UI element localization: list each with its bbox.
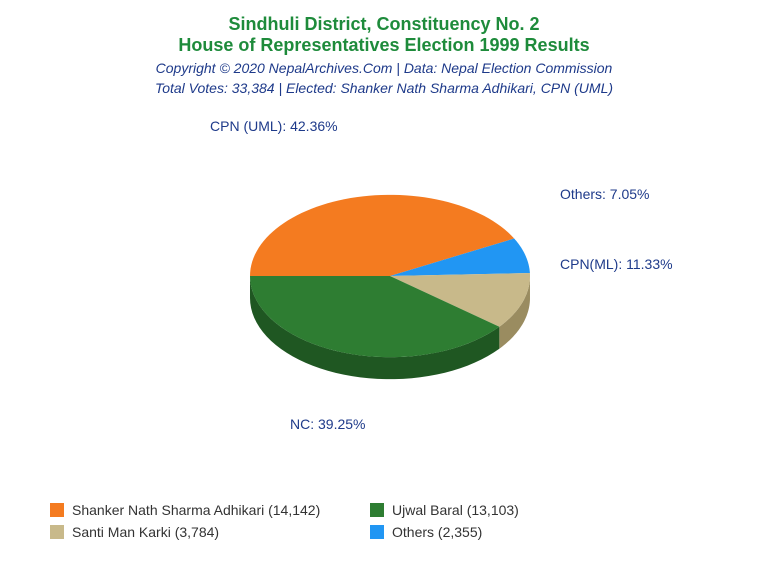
legend-item: Shanker Nath Sharma Adhikari (14,142) bbox=[50, 502, 370, 518]
slice-label-others: Others: 7.05% bbox=[560, 186, 650, 202]
pie-chart-area: CPN (UML): 42.36% Others: 7.05% CPN(ML):… bbox=[0, 96, 768, 456]
chart-title-line2: House of Representatives Election 1999 R… bbox=[0, 35, 768, 56]
legend-label: Santi Man Karki (3,784) bbox=[72, 524, 219, 540]
legend-label: Shanker Nath Sharma Adhikari (14,142) bbox=[72, 502, 320, 518]
legend-label: Ujwal Baral (13,103) bbox=[392, 502, 519, 518]
legend: Shanker Nath Sharma Adhikari (14,142) Uj… bbox=[50, 502, 718, 546]
legend-item: Ujwal Baral (13,103) bbox=[370, 502, 690, 518]
slice-label-ml: CPN(ML): 11.33% bbox=[560, 256, 673, 272]
slice-label-nc: NC: 39.25% bbox=[290, 416, 365, 432]
legend-label: Others (2,355) bbox=[392, 524, 482, 540]
legend-item: Santi Man Karki (3,784) bbox=[50, 524, 370, 540]
legend-swatch-icon bbox=[50, 525, 64, 539]
pie-chart bbox=[240, 136, 540, 401]
chart-subtitle-line2: Total Votes: 33,384 | Elected: Shanker N… bbox=[0, 80, 768, 96]
legend-swatch-icon bbox=[50, 503, 64, 517]
chart-subtitle-line1: Copyright © 2020 NepalArchives.Com | Dat… bbox=[0, 60, 768, 76]
legend-item: Others (2,355) bbox=[370, 524, 690, 540]
chart-title-line1: Sindhuli District, Constituency No. 2 bbox=[0, 14, 768, 35]
legend-swatch-icon bbox=[370, 525, 384, 539]
slice-label-uml: CPN (UML): 42.36% bbox=[210, 118, 338, 134]
legend-swatch-icon bbox=[370, 503, 384, 517]
